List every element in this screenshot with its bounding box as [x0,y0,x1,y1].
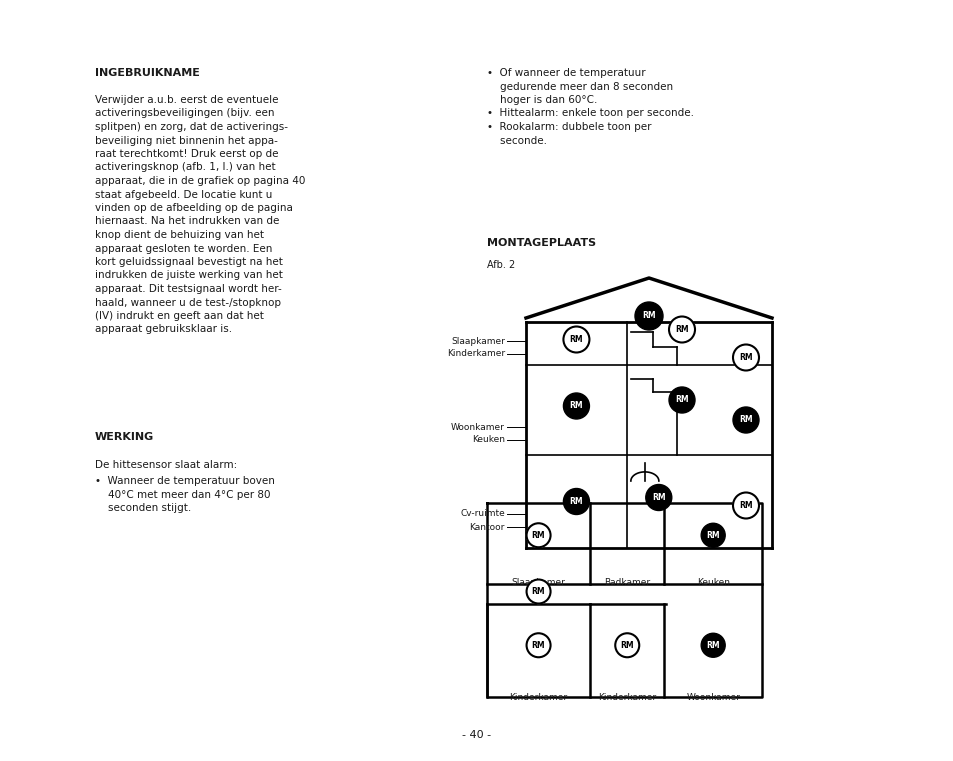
Text: 40°C met meer dan 4°C per 80: 40°C met meer dan 4°C per 80 [95,489,271,499]
Text: RM: RM [705,530,720,540]
Circle shape [732,345,759,371]
Text: RM: RM [739,501,752,510]
Text: hiernaast. Na het indrukken van de: hiernaast. Na het indrukken van de [95,216,279,227]
Text: activeringsknop (afb. 1, I.) van het: activeringsknop (afb. 1, I.) van het [95,163,275,173]
Text: apparaat. Dit testsignaal wordt her-: apparaat. Dit testsignaal wordt her- [95,284,281,294]
Text: RM: RM [569,402,582,410]
Text: seconden stijgt.: seconden stijgt. [95,503,191,513]
Text: MONTAGEPLAATS: MONTAGEPLAATS [486,238,596,248]
Circle shape [668,317,695,342]
Text: Kinderkamer: Kinderkamer [509,693,567,702]
Text: apparaat, die in de grafiek op pagina 40: apparaat, die in de grafiek op pagina 40 [95,176,305,186]
Circle shape [668,387,695,413]
Circle shape [615,633,639,658]
Circle shape [526,524,550,547]
Text: gedurende meer dan 8 seconden: gedurende meer dan 8 seconden [486,81,673,91]
Text: haald, wanneer u de test-/stopknop: haald, wanneer u de test-/stopknop [95,298,281,307]
Text: Woonkamer: Woonkamer [451,422,504,431]
Text: •  Of wanneer de temperatuur: • Of wanneer de temperatuur [486,68,645,78]
Text: RM: RM [739,353,752,362]
Text: De hittesensor slaat alarm:: De hittesensor slaat alarm: [95,460,237,470]
Text: WERKING: WERKING [95,432,154,442]
Text: •  Rookalarm: dubbele toon per: • Rookalarm: dubbele toon per [486,122,651,132]
Text: RM: RM [739,416,752,425]
Text: Slaapkamer: Slaapkamer [451,336,504,345]
Text: Badkamer: Badkamer [603,578,650,587]
Circle shape [700,633,724,658]
Text: Kinderkamer: Kinderkamer [446,349,504,358]
Circle shape [563,326,589,352]
Text: RM: RM [619,641,634,650]
Text: (IV) indrukt en geeft aan dat het: (IV) indrukt en geeft aan dat het [95,311,264,321]
Text: RM: RM [531,587,545,596]
Text: Verwijder a.u.b. eerst de eventuele: Verwijder a.u.b. eerst de eventuele [95,95,278,105]
Text: raat terechtkomt! Druk eerst op de: raat terechtkomt! Druk eerst op de [95,149,278,159]
Circle shape [732,407,759,433]
Circle shape [563,489,589,514]
Text: apparaat gebruiksklaar is.: apparaat gebruiksklaar is. [95,324,232,335]
Text: activeringsbeveiligingen (bijv. een: activeringsbeveiligingen (bijv. een [95,109,274,119]
Text: •  Hittealarm: enkele toon per seconde.: • Hittealarm: enkele toon per seconde. [486,109,693,119]
Text: vinden op de afbeelding op de pagina: vinden op de afbeelding op de pagina [95,203,293,213]
Circle shape [645,485,671,511]
Text: RM: RM [531,641,545,650]
Text: - 40 -: - 40 - [462,730,491,740]
Text: indrukken de juiste werking van het: indrukken de juiste werking van het [95,270,283,281]
Circle shape [526,580,550,603]
Text: Slaapkamer: Slaapkamer [511,578,565,587]
Text: Keuken: Keuken [696,578,729,587]
Text: Keuken: Keuken [472,435,504,444]
Text: RM: RM [569,497,582,506]
Text: RM: RM [705,641,720,650]
Text: kort geluidssignaal bevestigt na het: kort geluidssignaal bevestigt na het [95,257,283,267]
Text: staat afgebeeld. De locatie kunt u: staat afgebeeld. De locatie kunt u [95,189,273,199]
Text: Kantoor: Kantoor [469,523,504,531]
Text: Cv-ruimte: Cv-ruimte [459,510,504,518]
Text: RM: RM [641,311,655,320]
Text: •  Wanneer de temperatuur boven: • Wanneer de temperatuur boven [95,476,274,486]
Text: Woonkamer: Woonkamer [685,693,740,702]
Circle shape [732,492,759,518]
Text: beveiliging niet binnenin het appa-: beveiliging niet binnenin het appa- [95,135,277,145]
Circle shape [563,393,589,419]
Text: RM: RM [675,325,688,334]
Circle shape [635,302,662,330]
Text: RM: RM [651,493,665,502]
Circle shape [526,633,550,658]
Text: RM: RM [531,530,545,540]
Text: seconde.: seconde. [486,135,546,145]
Text: RM: RM [675,396,688,405]
Text: hoger is dan 60°C.: hoger is dan 60°C. [486,95,597,105]
Text: splitpen) en zorg, dat de activerings-: splitpen) en zorg, dat de activerings- [95,122,288,132]
Text: RM: RM [569,335,582,344]
Text: knop dient de behuizing van het: knop dient de behuizing van het [95,230,264,240]
Text: Afb. 2: Afb. 2 [486,260,515,270]
Text: apparaat gesloten te worden. Een: apparaat gesloten te worden. Een [95,244,273,253]
Text: INGEBRUIKNAME: INGEBRUIKNAME [95,68,200,78]
Text: Kinderkamer: Kinderkamer [598,693,656,702]
Circle shape [700,524,724,547]
